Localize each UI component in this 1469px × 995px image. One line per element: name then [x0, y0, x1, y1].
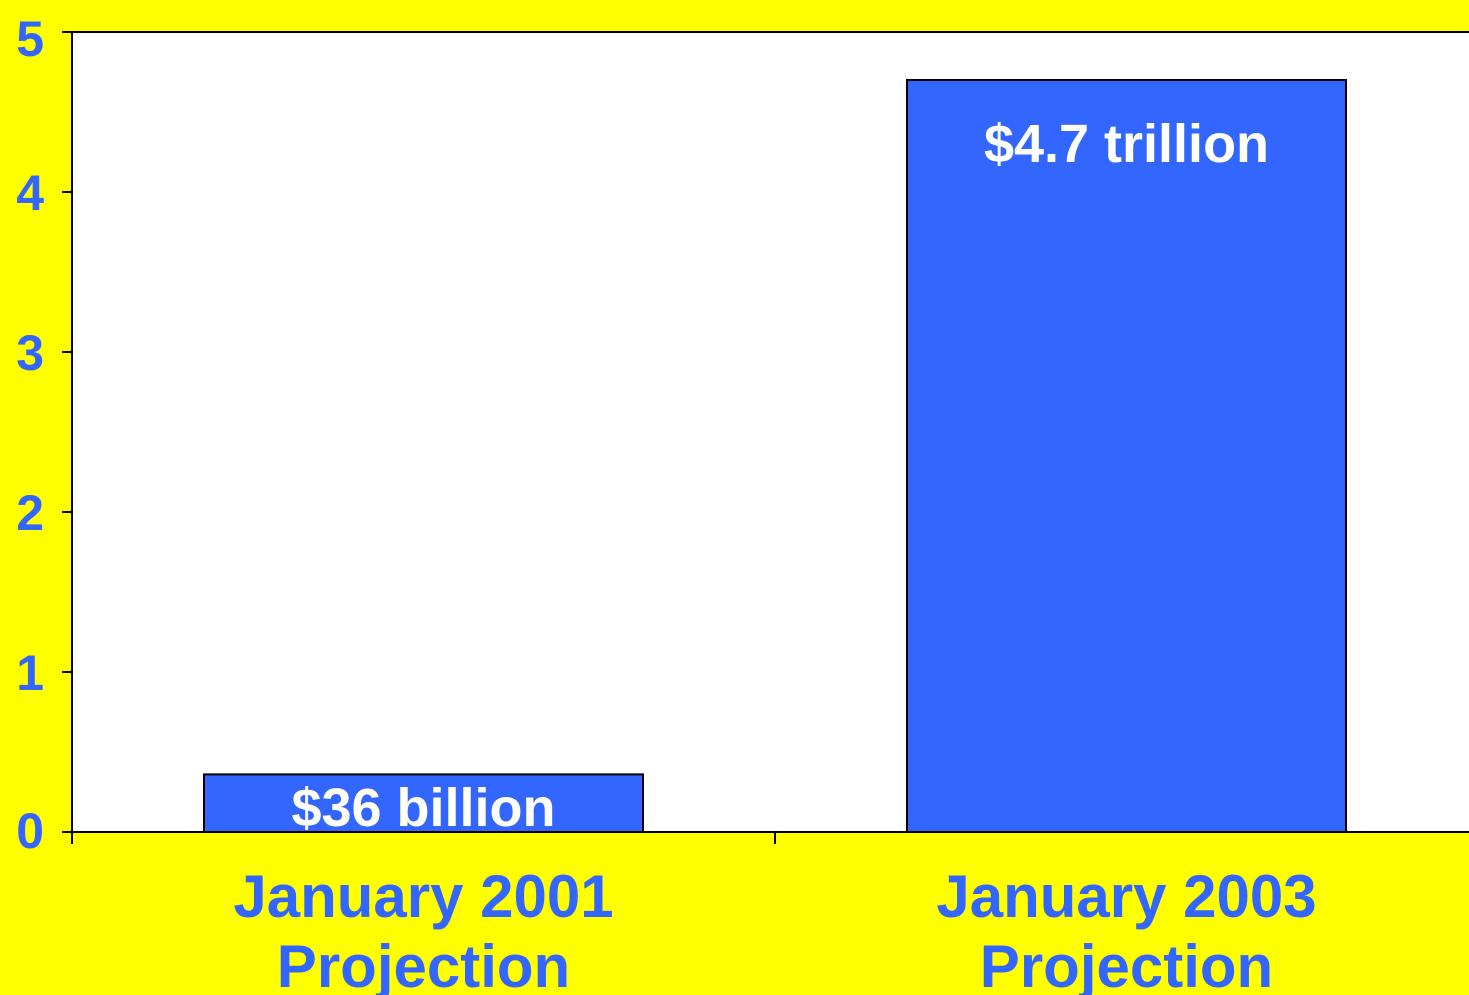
data-labels-group: $36 billion $4.7 trillion: [291, 114, 1269, 838]
y-tick-label-0: 0: [16, 803, 44, 859]
y-tick-label-4: 4: [16, 165, 44, 221]
y-tick-label-1: 1: [16, 645, 44, 701]
data-label-2: $4.7 trillion: [984, 114, 1269, 174]
y-tick-label-5: 5: [16, 11, 44, 67]
bars-group: [203, 79, 1347, 834]
y-tick-label-2: 2: [16, 485, 44, 541]
bar-1: [203, 773, 644, 834]
y-tick-label-3: 3: [16, 325, 44, 381]
x-category-label-1-line-1: January 2001: [233, 863, 613, 930]
x-category-label-2-line-2: Projection: [980, 933, 1273, 995]
x-category-label-2-line-1: January 2003: [936, 863, 1316, 930]
x-category-label-1-line-2: Projection: [277, 933, 570, 995]
bar-2: [906, 79, 1347, 833]
data-label-1: $36 billion: [291, 778, 555, 838]
